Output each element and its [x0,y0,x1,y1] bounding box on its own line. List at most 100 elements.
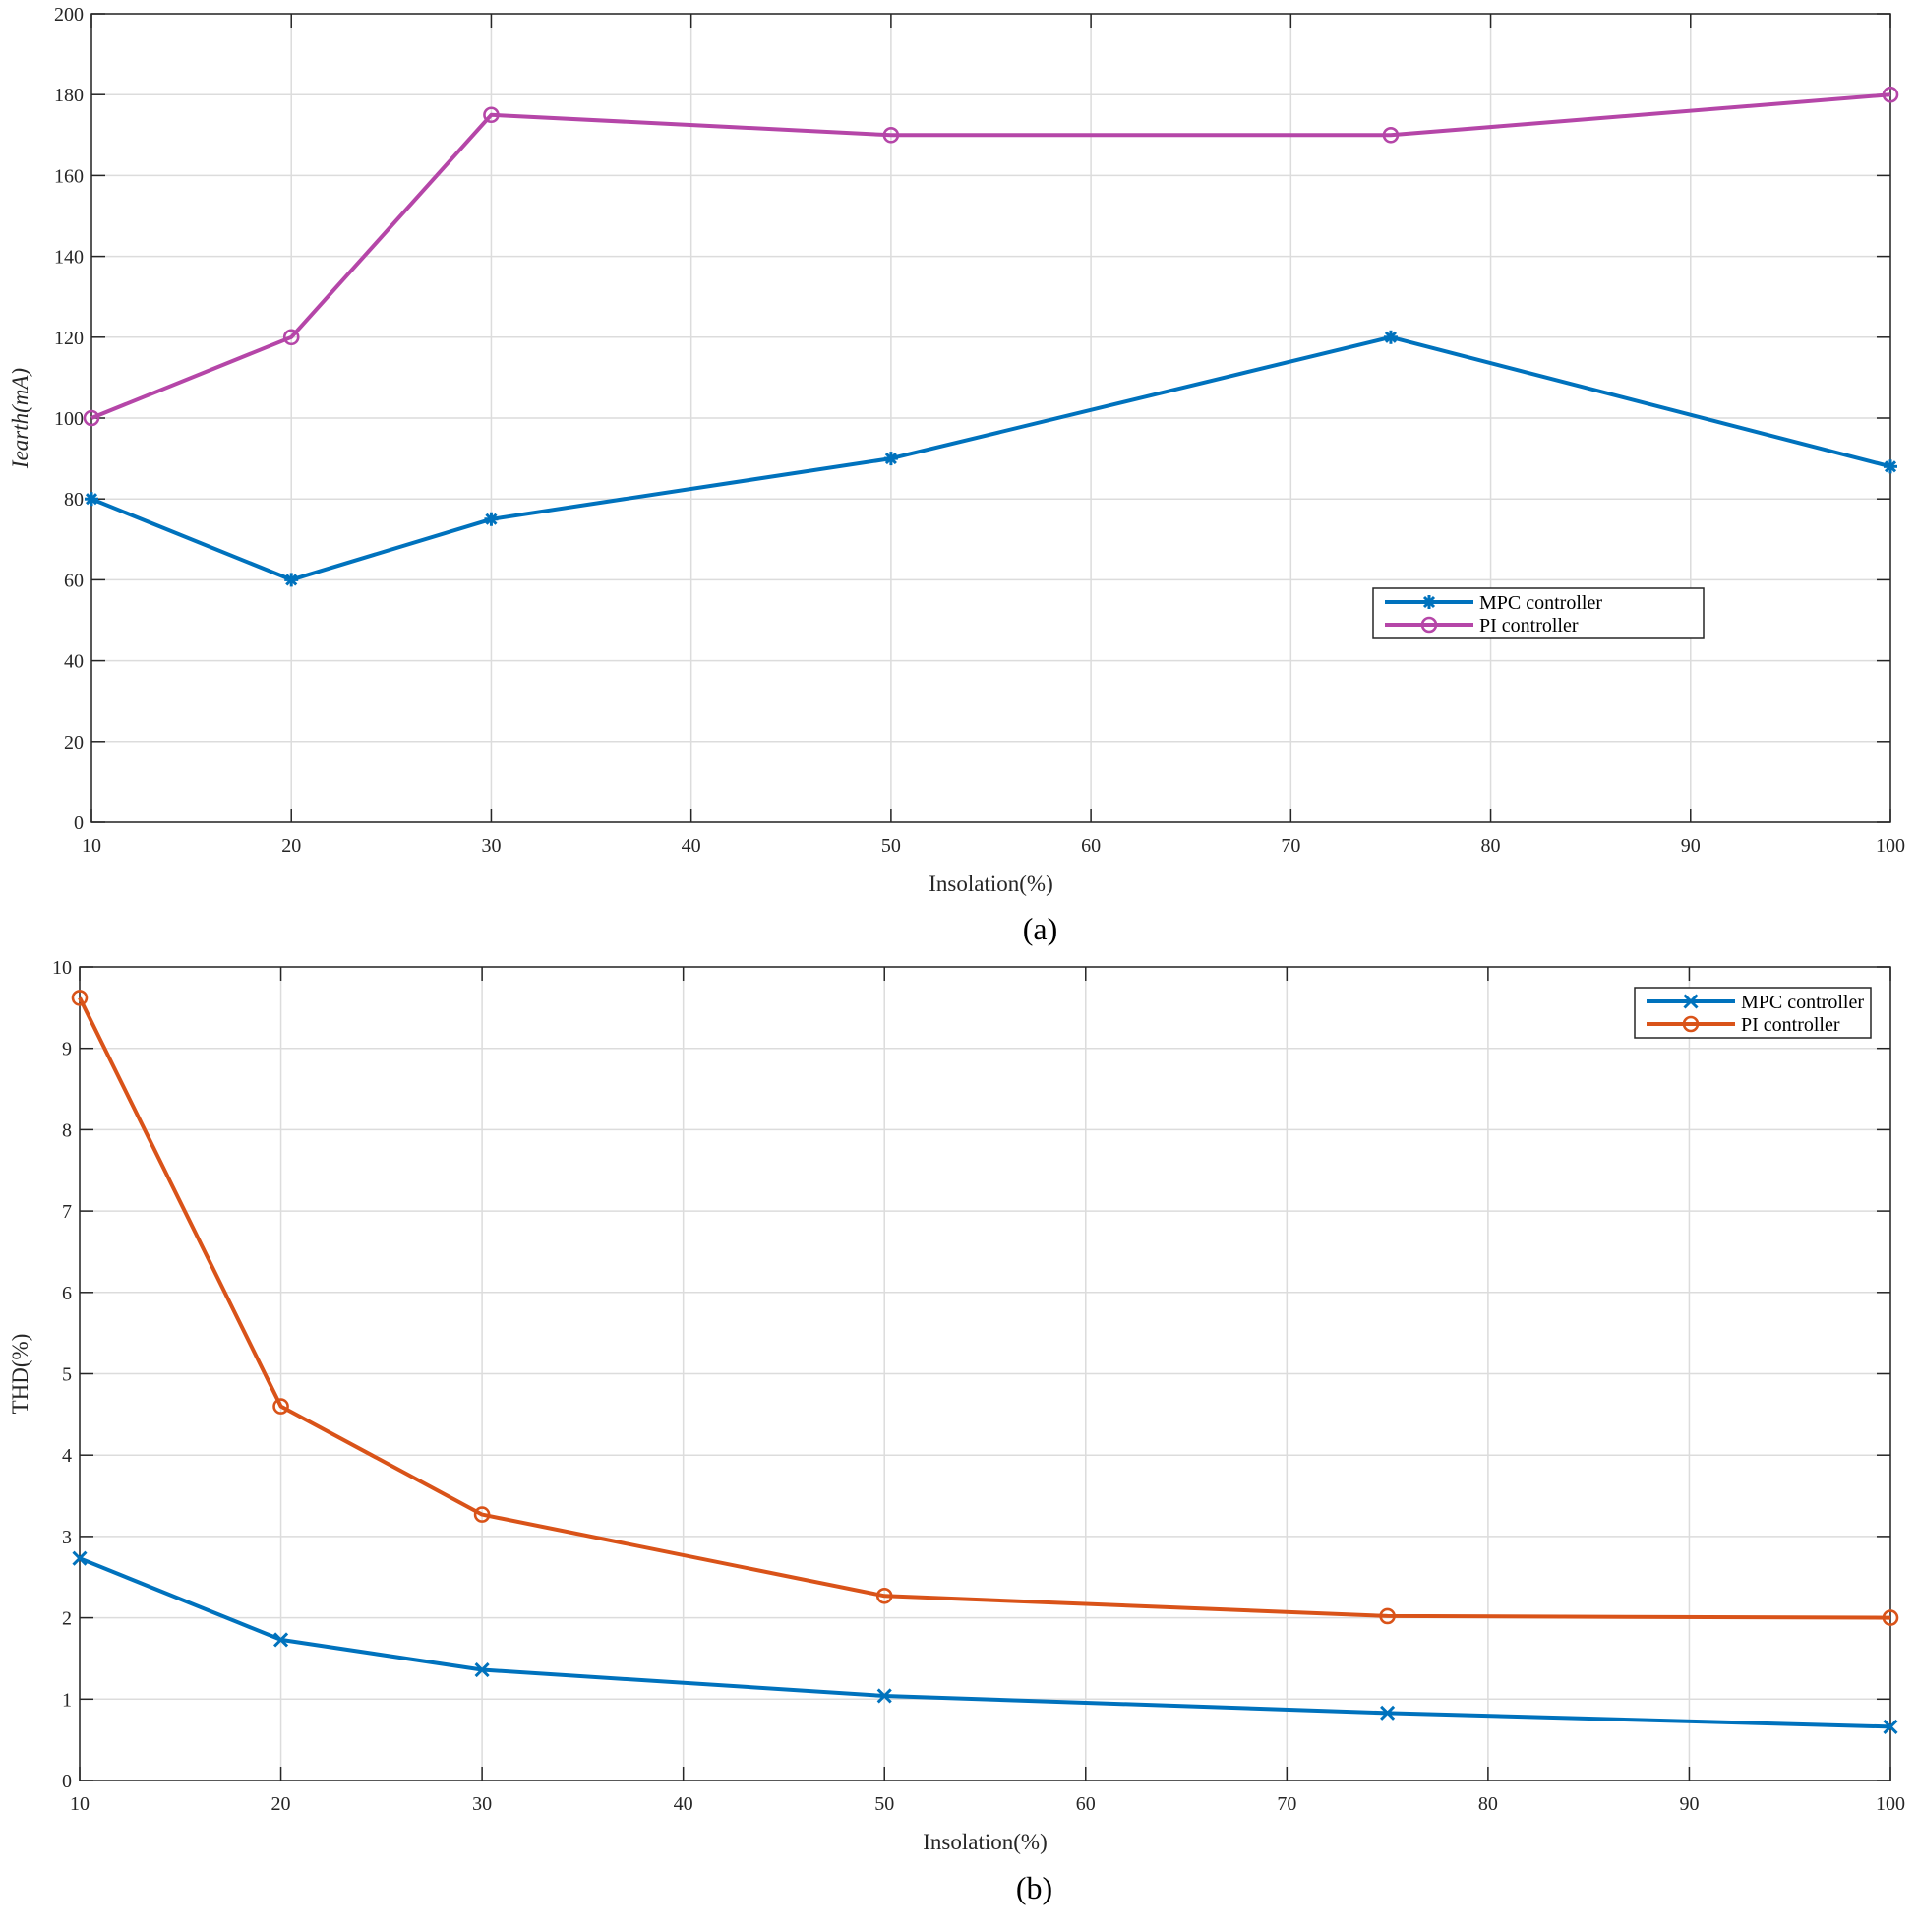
legend-label: MPC controller [1479,592,1602,614]
x-tick-label: 20 [271,1793,291,1815]
y-tick-label: 8 [62,1119,72,1141]
data-point [1883,1719,1898,1734]
x-tick-label: 30 [472,1793,492,1815]
y-axis-title: Iearth(mA) [8,368,32,469]
data-point [1382,127,1400,144]
y-tick-label: 80 [64,489,84,511]
data-point [484,512,499,526]
series-line [90,92,1891,420]
legend-label: PI controller [1741,1014,1840,1036]
x-tick-label: 10 [70,1793,90,1815]
series-line [79,1556,1891,1729]
axes-frame [79,966,1891,1781]
x-tick-label: 30 [481,835,501,857]
data-point [284,573,299,587]
x-tick-label: 20 [281,835,301,857]
legend-label: MPC controller [1741,992,1864,1013]
data-point [72,1550,88,1566]
y-tick-label: 20 [64,732,84,754]
legend-item: MPC controller [1385,592,1602,614]
data-point [882,127,900,144]
x-tick-label: 80 [1478,1793,1498,1815]
legend-item: PI controller [1647,1014,1840,1036]
y-tick-label: 3 [62,1527,72,1548]
x-axis-title: Insolation(%) [923,1830,1047,1854]
data-point [883,452,898,466]
legend-marker [1682,1015,1700,1033]
legend-box [1372,587,1705,639]
data-point [1379,1607,1396,1625]
x-tick-label: 50 [881,835,901,857]
series-pi-controller [83,86,1899,427]
data-point [272,1398,289,1415]
panel-caption: (a) [1023,911,1058,946]
data-point [71,990,89,1006]
legend-label: PI controller [1479,615,1579,636]
data-point [85,492,98,507]
data-point [83,409,100,427]
y-tick-label: 140 [54,247,84,269]
data-point [473,1506,491,1523]
data-point [474,1661,490,1678]
data-point [1380,1705,1396,1721]
legend-box [1634,987,1872,1039]
legend-marker [1683,994,1699,1009]
y-tick-label: 200 [54,4,84,26]
y-tick-label: 6 [62,1283,72,1304]
series-line [90,334,1891,582]
chart-panel-a: 10 20 30 40 50 60 70 80 90 100 0 20 40 60 80 100 120 140 1… [8,4,1905,946]
y-tick-label: 120 [54,328,84,349]
y-tick-label: 60 [64,570,84,591]
y-tick-label: 2 [62,1608,72,1630]
x-tick-label: 60 [1081,835,1101,857]
y-tick-label: 9 [62,1039,72,1060]
data-point [876,1688,892,1704]
chart-panel-b: 10 20 30 40 50 60 70 80 90 100 0 1 2 3 4 5 6 7 8 9 10 Insolat… [8,957,1905,1905]
data-point [1882,1609,1899,1626]
series-mpc-controller [85,330,1897,587]
panel-caption: (b) [1016,1870,1052,1905]
x-axis-title: Insolation(%) [929,872,1052,896]
y-axis-title: THD(%) [8,1334,32,1415]
y-tick-label: 160 [54,165,84,187]
x-tick-label: 70 [1281,835,1300,857]
x-tick-label: 40 [674,1793,693,1815]
data-point [1882,86,1899,103]
data-point [272,1632,289,1648]
data-point [282,329,300,346]
data-point [1383,330,1398,344]
data-point [875,1587,893,1604]
y-tick-label: 40 [64,651,84,673]
y-tick-label: 4 [62,1445,72,1467]
y-tick-label: 0 [74,813,84,834]
x-tick-label: 50 [874,1793,894,1815]
x-tick-label: 90 [1681,835,1701,857]
y-tick-label: 5 [62,1364,72,1386]
y-tick-label: 7 [62,1201,72,1223]
x-tick-label: 90 [1679,1793,1699,1815]
y-tick-label: 10 [52,957,72,979]
ticks: 10 20 30 40 50 60 70 80 90 100 0 1 2 3 4 5 6 7 8 9 10 [52,957,1905,1815]
series-line [78,996,1891,1620]
y-tick-label: 0 [62,1771,72,1792]
x-tick-label: 10 [82,835,101,857]
x-tick-label: 80 [1481,835,1501,857]
x-tick-label: 100 [1876,835,1905,857]
legend-marker [1422,595,1436,609]
y-tick-label: 1 [62,1689,72,1711]
y-tick-label: 100 [54,408,84,430]
legend-marker [1420,616,1438,634]
series-mpc-controller [72,1550,1898,1734]
x-tick-label: 70 [1277,1793,1296,1815]
data-point [483,106,500,124]
data-point [1884,459,1897,474]
legend-item: PI controller [1385,615,1579,636]
x-tick-label: 40 [682,835,701,857]
x-tick-label: 60 [1076,1793,1096,1815]
series-pi-controller [71,990,1899,1626]
legend-item: MPC controller [1647,992,1864,1013]
x-tick-label: 100 [1876,1793,1905,1815]
